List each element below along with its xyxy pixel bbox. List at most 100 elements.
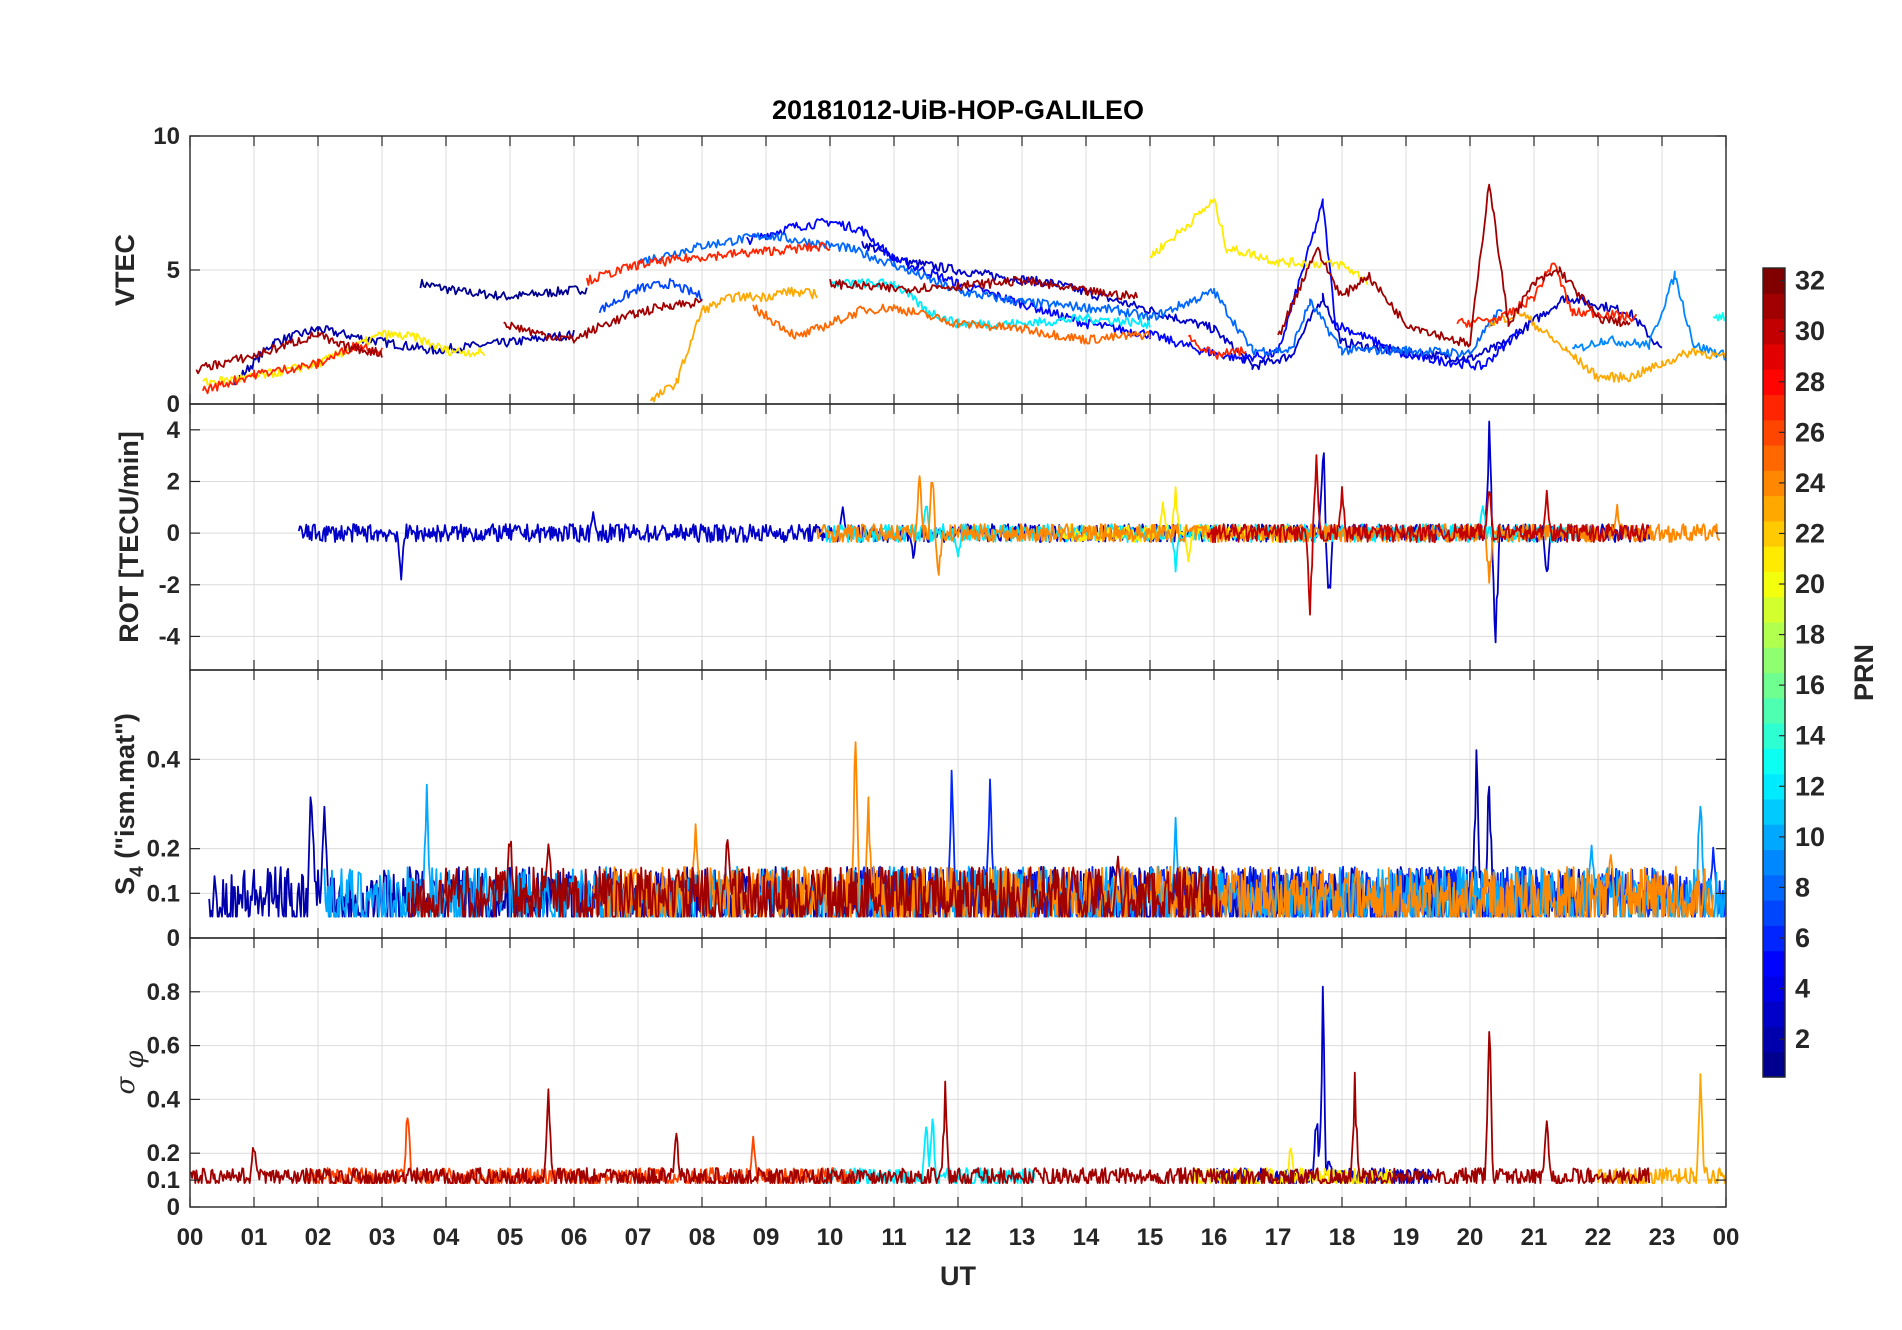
panel-vtec: 0 5 10 VTEC: [110, 123, 1727, 418]
series-line-prn-25: [752, 303, 1151, 345]
colorbar-tick-label: 14: [1795, 721, 1825, 751]
x-tick-label: 15: [1137, 1224, 1164, 1251]
x-tick-label: 19: [1393, 1224, 1420, 1251]
colorbar-segment: [1763, 1001, 1785, 1028]
y-axis-label-rot: ROT [TECU/min]: [114, 431, 144, 642]
series-line-prn-13: [1712, 312, 1726, 322]
x-tick-label: 16: [1201, 1224, 1228, 1251]
colorbar-segment: [1763, 394, 1785, 421]
y-tick-label: 0.6: [147, 1033, 180, 1060]
series-line-prn-27: [585, 241, 831, 286]
colorbar-segment: [1763, 647, 1785, 674]
panel-sigma_phi: 00.10.2 0.4 0.6 0.8 σφ: [111, 937, 1727, 1221]
series-line-prn-7: [598, 278, 703, 314]
series-line-prn-31: [829, 275, 1139, 301]
y-tick-label: 4: [167, 417, 181, 444]
colorbar-segment: [1763, 798, 1785, 825]
x-tick-label: 10: [817, 1224, 844, 1251]
y-tick-label: 0.1: [147, 880, 180, 907]
x-tick-label: 00: [1713, 1224, 1740, 1251]
colorbar-segment: [1763, 621, 1785, 648]
y-axis-label-vtec: VTEC: [110, 234, 140, 306]
series-line-prn-8: [637, 232, 1503, 358]
colorbar-label: PRN: [1849, 644, 1879, 701]
y-tick-label: 2: [167, 468, 180, 495]
colorbar-tick-label: 4: [1795, 974, 1810, 1004]
y-tick-label: 0.4: [147, 1086, 181, 1113]
x-tick-label: 07: [625, 1224, 652, 1251]
colorbar-segment: [1763, 546, 1785, 572]
x-tick-label: 03: [369, 1224, 396, 1251]
colorbar-segment: [1763, 824, 1785, 851]
y-tick-label: 5: [167, 257, 180, 284]
x-tick-label: 04: [433, 1224, 460, 1251]
x-tick-label: 00: [177, 1224, 204, 1251]
x-tick-label: 18: [1329, 1224, 1356, 1251]
traces-vtec: [195, 183, 1726, 403]
traces-s4: [208, 741, 1726, 918]
chart-title: 20181012-UiB-HOP-GALILEO: [772, 95, 1144, 125]
series-line-prn-23: [1488, 309, 1726, 383]
colorbar-tick-label: 32: [1795, 266, 1825, 296]
colorbar-tick-label: 16: [1795, 670, 1825, 700]
y-tick-label: 0.2: [147, 836, 180, 863]
y-tick-label: -2: [159, 572, 180, 599]
series-line-prn-2: [233, 325, 575, 386]
series-line-prn-31: [503, 297, 703, 344]
series-line-prn-31: [1277, 183, 1631, 348]
colorbar-segment: [1763, 419, 1785, 446]
colorbar-segment: [1763, 723, 1785, 749]
x-tick-label: 22: [1585, 1224, 1612, 1251]
colorbar-segment: [1763, 900, 1785, 926]
colorbar-segment: [1763, 470, 1785, 497]
colorbar-frame: [1762, 267, 1786, 1078]
y-axis-label-sigma_phi: σφ: [111, 1050, 150, 1095]
x-tick-label: 17: [1265, 1224, 1292, 1251]
x-tick-label: 11: [881, 1224, 906, 1251]
colorbar-tick-label: 26: [1795, 417, 1825, 447]
y-tick-label: 0: [167, 1194, 180, 1221]
grid-sigma_phi: [189, 938, 1727, 1208]
panel-s4: 0 0.1 0.2 0.4S4 ("ism.mat"): [110, 669, 1727, 952]
series-line-prn-1: [419, 278, 588, 301]
series-line-prn-9: [1571, 270, 1726, 362]
y-tick-label: 0.8: [147, 979, 180, 1006]
colorbar-segment: [1763, 773, 1785, 800]
colorbar-segment: [1763, 369, 1785, 396]
x-tick-label: 01: [241, 1224, 268, 1251]
colorbar-segment: [1763, 925, 1785, 952]
colorbar-segment: [1763, 293, 1785, 320]
y-tick-label: 0: [167, 520, 180, 547]
series-line-prn-21: [1149, 198, 1369, 286]
colorbar-segment: [1763, 748, 1785, 775]
y-tick-label: -4: [159, 623, 181, 650]
y-tick-label: 10: [153, 123, 180, 150]
series-line-prn-27: [201, 341, 383, 395]
series-line-prn-31: [195, 331, 383, 375]
colorbar-segment: [1763, 596, 1785, 623]
colorbar-segment: [1763, 495, 1785, 522]
y-tick-label: 0: [167, 925, 180, 952]
colorbar-tick-label: 8: [1795, 872, 1810, 902]
series-line-prn-31: [190, 1031, 1651, 1184]
x-tick-label: 08: [689, 1224, 716, 1251]
colorbar-segment: [1763, 1051, 1785, 1078]
x-tick-label: 14: [1073, 1224, 1100, 1251]
colorbar-segment: [1763, 571, 1785, 598]
colorbar-tick-label: 28: [1795, 367, 1825, 397]
colorbar-segment: [1763, 975, 1785, 1002]
colorbar-tick-label: 22: [1795, 518, 1825, 548]
x-tick-label: 21: [1521, 1224, 1548, 1251]
series-line-prn-27: [1188, 334, 1247, 360]
colorbar-segment: [1763, 697, 1785, 724]
y-tick-label: 0: [167, 391, 180, 418]
colorbar-tick-label: 2: [1795, 1024, 1810, 1054]
colorbar-segment: [1763, 849, 1785, 876]
x-axis-label: UT: [940, 1261, 976, 1291]
colorbar-segment: [1763, 343, 1785, 370]
colorbar-tick-label: 30: [1795, 316, 1825, 346]
x-axis: 00 01 02 03 04 05 06 07 08 09 10 11 12 13 14 15 16 17 18 19…: [177, 1224, 1740, 1251]
grid-rot: [189, 404, 1727, 670]
